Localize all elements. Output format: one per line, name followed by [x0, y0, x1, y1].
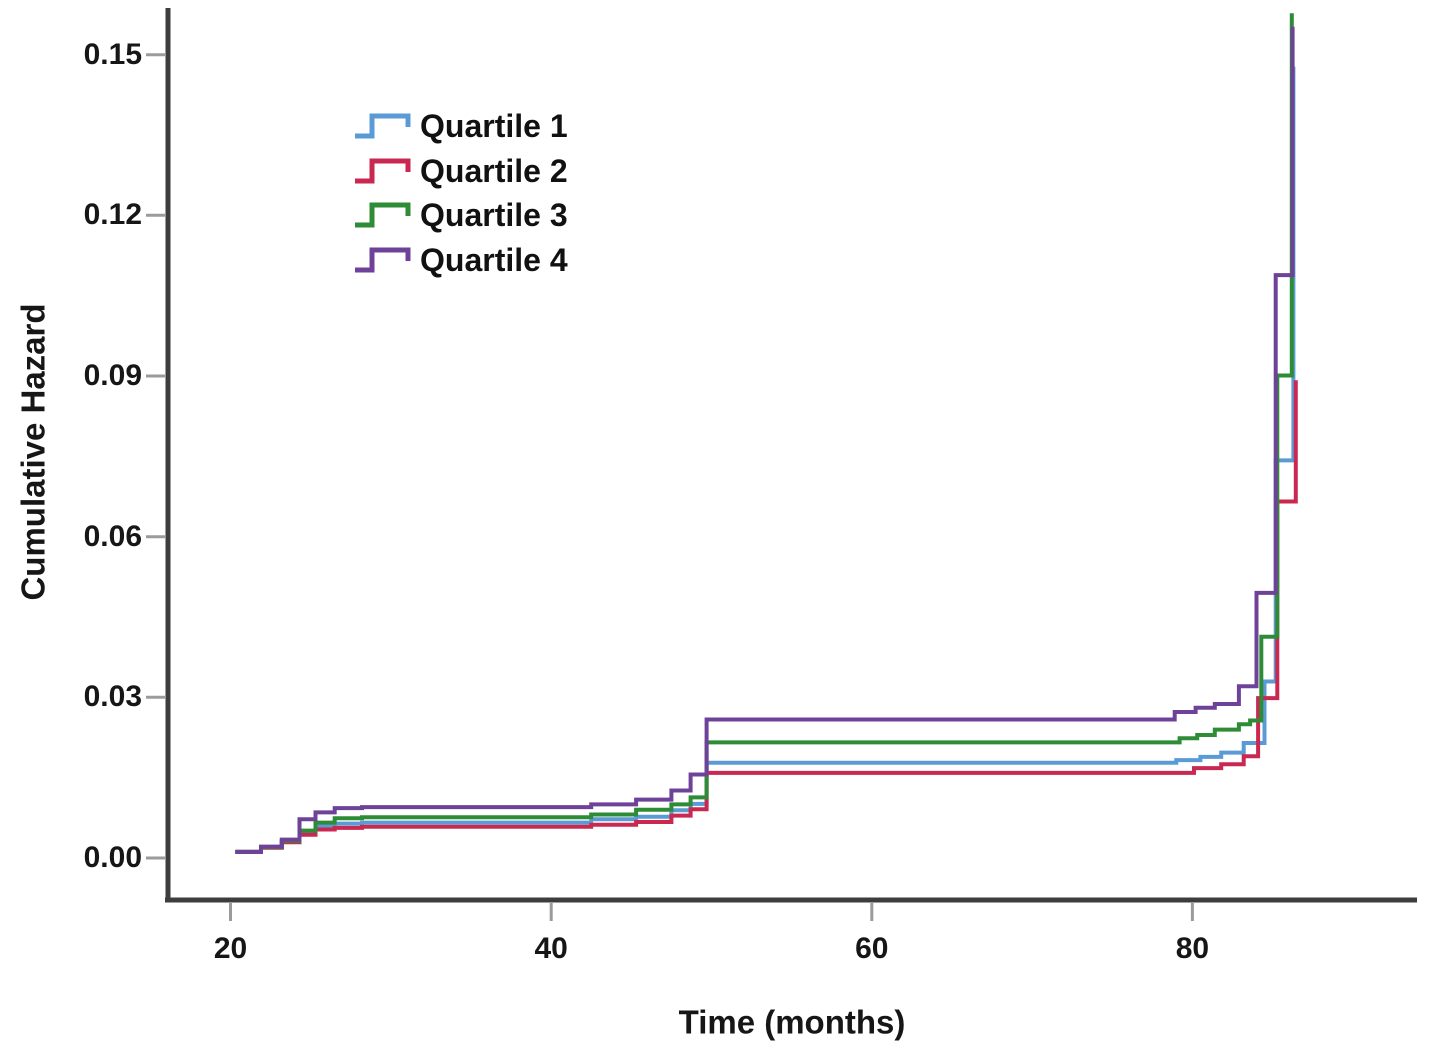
y-tick-label: 0.09	[83, 359, 142, 392]
legend-line-icon	[355, 247, 411, 273]
legend-line-icon	[355, 113, 411, 139]
y-tick-label: 0.12	[83, 198, 142, 231]
legend-item-quartile-4: Quartile 4	[352, 238, 568, 283]
series-curve-quartile-4	[235, 26, 1295, 854]
y-tick-label: 0.06	[83, 520, 142, 553]
legend-step-swatch-quartile-4	[355, 247, 411, 273]
series-curve-quartile-2	[235, 380, 1298, 854]
legend-line-icon	[355, 158, 411, 184]
legend-step-swatch-quartile-3	[355, 202, 411, 228]
x-tick-label: 80	[1175, 932, 1210, 965]
legend-line-icon	[355, 202, 411, 228]
x-tick-label: 40	[534, 932, 568, 965]
legend-step-swatch-quartile-1	[355, 113, 411, 139]
y-tick-label: 0.00	[83, 841, 142, 874]
legend-label: Quartile 1	[420, 108, 568, 145]
tick-marks	[146, 53, 1194, 921]
y-tick-label: 0.03	[83, 680, 142, 713]
legend-step-swatch-quartile-2	[355, 158, 411, 184]
legend-item-quartile-1: Quartile 1	[352, 104, 568, 149]
legend-label: Quartile 2	[420, 152, 568, 189]
y-axis-title: Cumulative Hazard	[14, 303, 52, 601]
legend-label: Quartile 4	[420, 241, 568, 278]
y-tick-label: 0.15	[83, 38, 142, 71]
legend-item-quartile-2: Quartile 2	[352, 149, 568, 194]
axes	[165, 8, 1417, 903]
series-curve-quartile-3	[235, 13, 1294, 854]
x-tick-label: 60	[855, 932, 889, 965]
x-axis-title: Time (months)	[678, 1003, 906, 1041]
series-curves	[235, 13, 1298, 854]
legend: Quartile 1 Quartile 2 Quartile 3 Quartil…	[352, 104, 568, 282]
x-tick-label: 20	[213, 932, 248, 965]
legend-item-quartile-3: Quartile 3	[352, 193, 568, 238]
legend-label: Quartile 3	[420, 197, 568, 234]
